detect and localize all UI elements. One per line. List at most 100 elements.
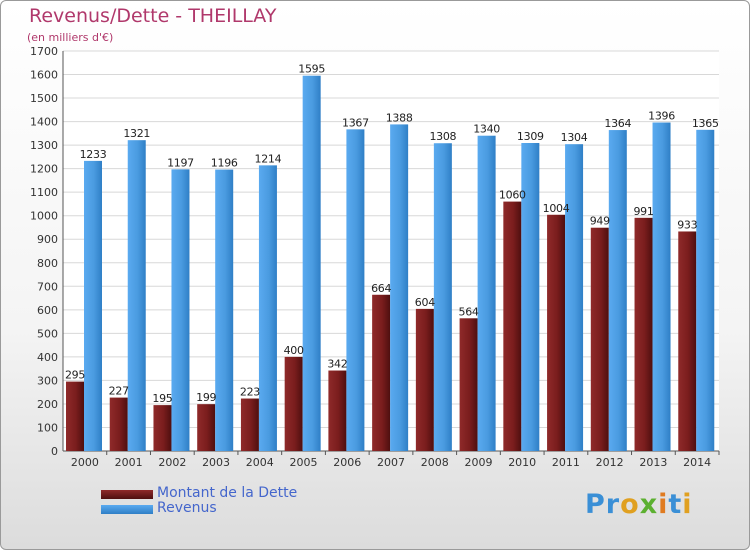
bar-revenus xyxy=(433,143,452,451)
x-tick-label: 2012 xyxy=(596,456,624,469)
y-tick-label: 300 xyxy=(37,374,58,387)
bar-dette xyxy=(328,370,347,451)
logo-letter: i xyxy=(682,489,693,520)
data-label-revenus: 1308 xyxy=(429,130,456,143)
chart-subtitle: (en milliers d'€) xyxy=(27,31,114,44)
bar-dette xyxy=(240,398,259,451)
label-layer: 295 1233 227 1321 195 1197 199 1196 223 1214 400 15… xyxy=(65,63,719,405)
data-label-revenus: 1214 xyxy=(255,152,282,165)
x-tick-label: 2009 xyxy=(464,456,492,469)
bar-dette xyxy=(153,405,172,451)
data-label-dette: 933 xyxy=(677,218,697,231)
data-label-revenus: 1367 xyxy=(342,116,369,129)
x-tick-label: 2006 xyxy=(333,456,361,469)
logo-letter: x xyxy=(639,489,659,520)
bar-dette xyxy=(459,318,478,451)
data-label-revenus: 1396 xyxy=(648,110,675,123)
bar-layer xyxy=(66,75,715,452)
data-label-revenus: 1196 xyxy=(211,157,238,170)
bar-revenus xyxy=(84,160,102,451)
data-label-dette: 199 xyxy=(196,391,216,404)
bar-dette xyxy=(372,294,391,451)
bar-revenus xyxy=(696,129,715,451)
x-tick-label: 2004 xyxy=(246,456,274,469)
y-tick-label: 600 xyxy=(37,304,58,317)
data-label-dette: 342 xyxy=(327,358,347,371)
data-label-dette: 295 xyxy=(65,369,85,382)
data-label-revenus: 1197 xyxy=(167,156,194,169)
bar-revenus xyxy=(127,140,146,452)
data-label-dette: 564 xyxy=(459,305,479,318)
logo-letter: t xyxy=(668,489,683,520)
bar-revenus xyxy=(608,130,627,451)
logo-letter: r xyxy=(605,489,621,520)
bar-revenus xyxy=(302,75,321,452)
y-tick-label: 1200 xyxy=(30,163,58,176)
bar-revenus xyxy=(258,165,277,451)
x-tick-label: 2008 xyxy=(421,456,449,469)
data-label-revenus: 1304 xyxy=(561,131,588,144)
bar-revenus xyxy=(521,143,540,451)
x-tick-label: 2010 xyxy=(508,456,536,469)
data-label-revenus: 1364 xyxy=(604,117,631,130)
x-tick-label: 2011 xyxy=(552,456,580,469)
x-tick-label: 2003 xyxy=(202,456,230,469)
legend-swatch-dette xyxy=(101,490,153,499)
bar-dette xyxy=(415,308,434,451)
logo-letter: P xyxy=(585,489,606,520)
y-tick-label: 1300 xyxy=(30,139,58,152)
chart-title: Revenus/Dette - THEILLAY xyxy=(29,5,277,27)
axis-layer: 0 100 200 300 400 500 600 700 800 900 1000 1100 1200… xyxy=(30,45,720,469)
logo-letter: o xyxy=(620,489,640,520)
y-tick-label: 1500 xyxy=(30,92,58,105)
data-label-revenus: 1309 xyxy=(517,130,544,143)
y-tick-label: 1000 xyxy=(30,210,58,223)
bar-dette xyxy=(590,227,609,451)
data-label-dette: 949 xyxy=(590,215,610,228)
data-label-dette: 223 xyxy=(240,386,260,399)
x-tick-label: 2013 xyxy=(639,456,667,469)
data-label-revenus: 1388 xyxy=(386,111,413,124)
bar-dette xyxy=(503,201,522,451)
y-tick-label: 800 xyxy=(37,257,58,270)
x-tick-label: 2014 xyxy=(683,456,711,469)
y-tick-label: 400 xyxy=(37,351,58,364)
data-label-dette: 400 xyxy=(284,344,304,357)
legend-label-revenus: Revenus xyxy=(157,500,217,516)
y-tick-label: 1700 xyxy=(30,45,58,58)
x-tick-label: 2007 xyxy=(377,456,405,469)
legend-label-dette: Montant de la Dette xyxy=(157,485,298,501)
y-tick-label: 100 xyxy=(37,421,58,434)
bar-revenus xyxy=(171,169,190,451)
data-label-dette: 1004 xyxy=(543,202,570,215)
x-tick-label: 2001 xyxy=(115,456,143,469)
bar-revenus xyxy=(215,169,234,451)
bar-dette xyxy=(678,231,697,451)
y-tick-label: 1400 xyxy=(30,116,58,129)
bar-dette xyxy=(284,356,303,451)
data-label-dette: 227 xyxy=(109,385,129,398)
bar-revenus xyxy=(565,144,584,452)
y-tick-label: 1100 xyxy=(30,186,58,199)
x-tick-label: 2002 xyxy=(158,456,186,469)
data-label-revenus: 1595 xyxy=(298,63,325,76)
y-tick-label: 500 xyxy=(37,327,58,340)
proxiti-logo: Proxiti xyxy=(585,489,693,520)
y-tick-label: 900 xyxy=(37,233,58,246)
y-tick-label: 200 xyxy=(37,398,58,411)
data-label-dette: 195 xyxy=(152,392,172,405)
bar-dette xyxy=(547,214,566,451)
bar-revenus xyxy=(477,135,496,452)
data-label-revenus: 1365 xyxy=(692,117,719,130)
x-tick-label: 2005 xyxy=(290,456,318,469)
bar-revenus xyxy=(652,122,671,451)
data-label-dette: 1060 xyxy=(499,189,526,202)
bar-dette xyxy=(634,217,653,451)
data-label-dette: 664 xyxy=(371,282,391,295)
data-label-dette: 604 xyxy=(415,296,435,309)
bar-revenus xyxy=(390,124,409,451)
y-tick-label: 700 xyxy=(37,280,58,293)
bar-revenus xyxy=(346,129,365,451)
